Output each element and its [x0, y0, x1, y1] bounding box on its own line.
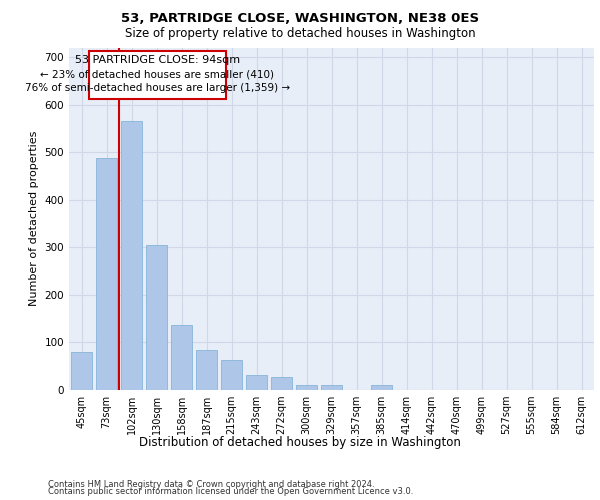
- Bar: [246, 375, 267, 390]
- Text: 53 PARTRIDGE CLOSE: 94sqm: 53 PARTRIDGE CLOSE: 94sqm: [74, 55, 240, 65]
- Bar: [321, 385, 342, 390]
- Bar: [196, 350, 217, 390]
- Text: 53, PARTRIDGE CLOSE, WASHINGTON, NE38 0ES: 53, PARTRIDGE CLOSE, WASHINGTON, NE38 0E…: [121, 12, 479, 26]
- Text: ← 23% of detached houses are smaller (410): ← 23% of detached houses are smaller (41…: [40, 69, 274, 79]
- Text: Size of property relative to detached houses in Washington: Size of property relative to detached ho…: [125, 28, 475, 40]
- Bar: [71, 352, 92, 390]
- FancyBboxPatch shape: [89, 52, 226, 99]
- Bar: [371, 385, 392, 390]
- Bar: [296, 385, 317, 390]
- Bar: [121, 121, 142, 390]
- Bar: [146, 245, 167, 390]
- Y-axis label: Number of detached properties: Number of detached properties: [29, 131, 39, 306]
- Bar: [96, 158, 117, 390]
- Text: 76% of semi-detached houses are larger (1,359) →: 76% of semi-detached houses are larger (…: [25, 84, 290, 94]
- Text: Contains HM Land Registry data © Crown copyright and database right 2024.: Contains HM Land Registry data © Crown c…: [48, 480, 374, 489]
- Text: Contains public sector information licensed under the Open Government Licence v3: Contains public sector information licen…: [48, 487, 413, 496]
- Bar: [171, 325, 192, 390]
- Bar: [271, 377, 292, 390]
- Bar: [221, 360, 242, 390]
- Text: Distribution of detached houses by size in Washington: Distribution of detached houses by size …: [139, 436, 461, 449]
